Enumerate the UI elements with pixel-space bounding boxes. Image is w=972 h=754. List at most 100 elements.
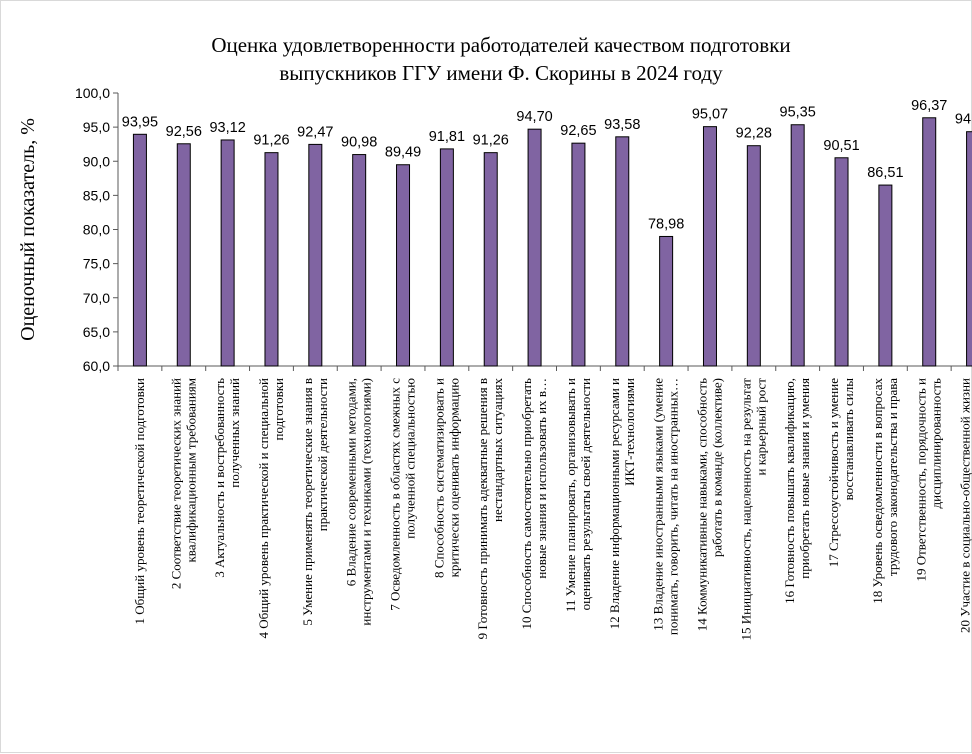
- category-label-13: 13 Владение иностранными языками (умение…: [651, 378, 681, 635]
- category-label-line: оценивать результаты своей деятельности: [578, 378, 593, 610]
- bars-layer: [132, 117, 972, 367]
- data-label-8: 91,81: [429, 129, 465, 145]
- category-label-9: 9 Готовность принимать адекватные решени…: [475, 378, 505, 640]
- category-label-line: критически оценивать информацию: [446, 378, 461, 578]
- data-label-10: 94,70: [516, 109, 552, 125]
- category-label-line: 16 Готовность повышать квалификацию,: [782, 378, 797, 604]
- category-label-line: приобретать новые знания и умения: [797, 378, 812, 579]
- category-label-line: квалификационным требованиям: [183, 378, 198, 563]
- chart-title: Оценка удовлетворенности работодателей к…: [211, 33, 791, 85]
- category-label-line: работать в команде (коллективе): [709, 378, 724, 557]
- y-tick-label: 95,0: [83, 119, 110, 135]
- data-label-17: 90,51: [823, 138, 859, 154]
- category-label-line: 12 Владение информационными ресурсами и: [607, 378, 622, 629]
- category-label-line: 1 Общий уровень теоретической подготовки: [132, 378, 147, 625]
- bar-15: [746, 145, 761, 367]
- category-label-10: 10 Способность самостоятельно приобретат…: [519, 378, 549, 630]
- y-tick-label: 80,0: [83, 222, 110, 238]
- bar-18: [878, 184, 893, 367]
- category-label-line: новые знания и использовать их в…: [534, 378, 549, 579]
- category-label-line: 20 Участие в социально-общественной жизн…: [958, 378, 972, 633]
- category-labels-layer: 1 Общий уровень теоретической подготовки…: [132, 378, 972, 641]
- category-label-line: 13 Владение иностранными языками (умение: [651, 378, 666, 631]
- y-tick-label: 85,0: [83, 187, 110, 203]
- category-label-3: 3 Актуальность и востребованность получен…: [212, 378, 242, 578]
- category-label-4: 4 Общий уровень практической и специальн…: [256, 378, 286, 639]
- bar-7: [396, 164, 411, 367]
- category-label-line: 19 Ответственность, порядочность и: [914, 378, 929, 582]
- bar-20: [966, 131, 972, 367]
- bar-13: [659, 235, 674, 367]
- data-label-20: 94,33: [955, 112, 972, 128]
- category-label-line: восстанавливать силы: [841, 378, 856, 501]
- category-label-6: 6 Владение современными методами, инструм…: [344, 378, 374, 626]
- bar-2: [176, 143, 191, 367]
- bar-3: [220, 139, 235, 367]
- data-label-18: 86,51: [867, 165, 903, 181]
- bar-9: [483, 152, 498, 367]
- data-label-11: 92,65: [560, 123, 596, 139]
- category-label-line: 10 Способность самостоятельно приобретат…: [519, 378, 534, 630]
- category-label-line: 11 Умение планировать, организовывать и: [563, 378, 578, 612]
- data-label-5: 92,47: [297, 124, 333, 140]
- category-label-2: 2 Соответствие теоретических знаний квали…: [168, 378, 198, 589]
- category-label-line: 14 Коммуникативные навыками, способность: [694, 378, 709, 631]
- bar-1: [132, 133, 147, 367]
- data-label-14: 95,07: [692, 107, 728, 123]
- category-label-line: 15 Инициативность, нацеленность на резул…: [738, 378, 753, 641]
- bar-12: [615, 136, 630, 367]
- data-label-9: 91,26: [473, 133, 509, 149]
- data-label-6: 90,98: [341, 135, 377, 151]
- category-label-15: 15 Инициативность, нацеленность на резул…: [738, 378, 768, 641]
- category-label-line: 5 Умение применять теоретические знания …: [300, 378, 315, 626]
- data-label-3: 93,12: [209, 120, 245, 136]
- category-label-line: 3 Актуальность и востребованность: [212, 378, 227, 578]
- category-label-16: 16 Готовность повышать квалификацию, прио…: [782, 378, 812, 604]
- bar-16: [790, 124, 805, 367]
- y-tick-label: 75,0: [83, 256, 110, 272]
- category-label-line: 18 Уровень осведомленности в вопросах: [870, 378, 885, 604]
- y-tick-label: 70,0: [83, 290, 110, 306]
- bar-11: [571, 142, 586, 367]
- y-tick-label: 65,0: [83, 324, 110, 340]
- category-label-line: инструментами и техниками (технологиями): [359, 378, 374, 626]
- category-label-8: 8 Способность систематизировать и критиче…: [431, 378, 461, 578]
- data-labels-layer: 93,95 92,56 93,12 91,26 92,47 90,98 89,49 91,81…: [122, 98, 972, 233]
- category-label-line: 2 Соответствие теоретических знаний: [168, 378, 183, 589]
- bar-10: [527, 128, 542, 367]
- category-label-line: 17 Стрессоустойчивость и умение: [826, 378, 841, 567]
- y-axis-title: Оценочный показатель, %: [17, 118, 39, 341]
- data-label-7: 89,49: [385, 145, 421, 161]
- axes-layer: 60,0 65,0 70,0 75,0 80,0 85,0 90,0 95,0 100,0: [75, 85, 972, 374]
- category-label-line: 8 Способность систематизировать и: [431, 378, 446, 578]
- category-label-line: 6 Владение современными методами,: [344, 378, 359, 586]
- data-label-12: 93,58: [604, 117, 640, 133]
- category-label-17: 17 Стрессоустойчивость и умение восстанав…: [826, 378, 856, 567]
- category-label-1: 1 Общий уровень теоретической подготовки: [132, 378, 147, 625]
- y-tick-label: 60,0: [83, 358, 110, 374]
- category-label-14: 14 Коммуникативные навыками, способность…: [694, 378, 724, 631]
- category-label-line: и карьерный рост: [753, 378, 768, 476]
- category-label-line: 7 Осведомленность в областях смежных с: [388, 378, 403, 611]
- category-label-7: 7 Осведомленность в областях смежных с по…: [388, 378, 418, 611]
- category-label-line: 4 Общий уровень практической и специальн…: [256, 378, 271, 639]
- bar-6: [352, 154, 367, 367]
- data-label-1: 93,95: [122, 114, 158, 130]
- data-label-2: 92,56: [166, 124, 202, 140]
- category-label-line: нестандартных ситуациях: [490, 378, 505, 522]
- bar-5: [308, 143, 323, 367]
- category-label-line: подготовки: [271, 378, 286, 440]
- category-label-line: дисциплинированность: [929, 378, 944, 508]
- y-tick-label: 90,0: [83, 153, 110, 169]
- data-label-16: 95,35: [780, 105, 816, 121]
- data-label-19: 96,37: [911, 98, 947, 114]
- data-label-13: 78,98: [648, 216, 684, 232]
- bar-4: [264, 152, 279, 367]
- category-label-line: полученных знаний: [227, 378, 242, 488]
- data-label-4: 91,26: [253, 133, 289, 149]
- category-label-line: понимать, говорить, читать на иностранны…: [666, 378, 681, 635]
